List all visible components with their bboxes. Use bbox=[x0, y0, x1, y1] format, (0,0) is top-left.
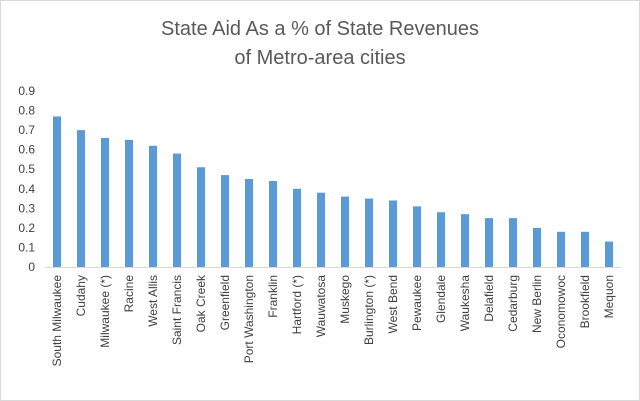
bar bbox=[197, 167, 205, 267]
y-tick-label: 0.5 bbox=[18, 162, 35, 176]
bar bbox=[149, 145, 157, 267]
bar bbox=[581, 231, 589, 267]
chart-title-line-1: State Aid As a % of State Revenues bbox=[161, 18, 479, 40]
bar bbox=[269, 180, 277, 267]
x-category-label: Saint Francis bbox=[170, 275, 184, 345]
x-category-label: West Bend bbox=[386, 275, 400, 333]
chart-title-line-2: of Metro-area cities bbox=[234, 47, 405, 69]
x-category-label: Cudahy bbox=[74, 275, 88, 316]
x-category-label: Mequon bbox=[602, 275, 616, 318]
bar bbox=[413, 206, 421, 267]
x-category-label: Waukesha bbox=[458, 275, 472, 332]
bar bbox=[293, 188, 301, 267]
y-axis: 0 0.1 0.2 0.3 0.4 0.5 0.6 0.7 0.8 0.9 bbox=[18, 84, 35, 274]
x-category-label: Muskego bbox=[338, 275, 352, 324]
x-category-label: Oconomowoc bbox=[554, 275, 568, 348]
bar bbox=[173, 153, 181, 267]
bar bbox=[341, 196, 349, 267]
x-category-label: New Berlin bbox=[530, 275, 544, 333]
bar bbox=[53, 116, 61, 267]
x-category-label: Brookfield bbox=[578, 275, 592, 328]
bar bbox=[317, 192, 325, 267]
bar bbox=[101, 137, 109, 267]
y-tick-label: 0.7 bbox=[18, 123, 35, 137]
x-category-label: Racine bbox=[122, 275, 136, 313]
x-category-label: Port Washington bbox=[242, 275, 256, 363]
x-category-label: Burlington (*) bbox=[362, 275, 376, 345]
y-tick-label: 0.2 bbox=[18, 221, 35, 235]
bar bbox=[125, 139, 133, 267]
x-category-label: West Allis bbox=[146, 275, 160, 327]
x-category-label: Wauwatosa bbox=[314, 275, 328, 338]
bar bbox=[389, 200, 397, 267]
x-axis: South Milwaukee Cudahy Milwaukee (*) Racine… bbox=[45, 267, 621, 367]
bar bbox=[245, 179, 253, 267]
y-tick-label: 0.6 bbox=[18, 143, 35, 157]
bar bbox=[509, 218, 517, 267]
bar bbox=[365, 198, 373, 267]
x-category-label: Cedarburg bbox=[506, 275, 520, 332]
x-category-label: Milwaukee (*) bbox=[98, 275, 112, 348]
bar bbox=[485, 218, 493, 267]
x-category-label: Pewaukee bbox=[410, 275, 424, 331]
x-category-label: Oak Creek bbox=[194, 274, 208, 332]
x-category-label: Greenfield bbox=[218, 275, 232, 330]
bar bbox=[605, 241, 613, 267]
y-tick-label: 0.1 bbox=[18, 240, 35, 254]
bar bbox=[77, 130, 85, 267]
bar bbox=[461, 214, 469, 267]
bar bbox=[221, 175, 229, 267]
y-tick-label: 0.8 bbox=[18, 104, 35, 118]
y-tick-label: 0.3 bbox=[18, 201, 35, 215]
x-category-label: Glendale bbox=[434, 275, 448, 323]
y-tick-label: 0 bbox=[28, 260, 35, 274]
y-tick-label: 0.9 bbox=[18, 84, 35, 98]
y-tick-label: 0.4 bbox=[18, 182, 35, 196]
bars bbox=[53, 116, 613, 267]
bar bbox=[533, 227, 541, 267]
bar bbox=[557, 231, 565, 267]
x-category-label: Franklin bbox=[266, 275, 280, 318]
x-category-label: Delafield bbox=[482, 275, 496, 322]
bar bbox=[437, 212, 445, 267]
x-category-label: South Milwaukee bbox=[50, 275, 64, 367]
x-category-label: Hartford (*) bbox=[290, 275, 304, 334]
